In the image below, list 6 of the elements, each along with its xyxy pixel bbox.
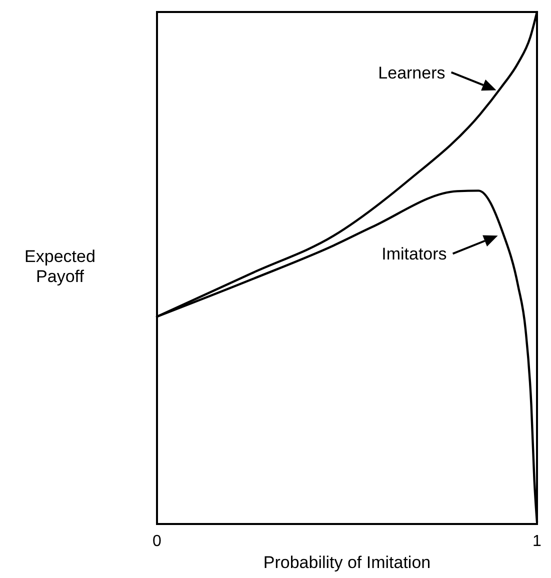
- legend-label: Imitators: [382, 244, 447, 264]
- x-tick-label: 0: [152, 533, 162, 550]
- y-axis-title: Expected Payoff: [24, 247, 96, 286]
- x-tick-label: 1: [532, 533, 542, 550]
- x-axis-title: Probability of Imitation: [263, 553, 431, 572]
- legend-label: Learners: [378, 63, 446, 82]
